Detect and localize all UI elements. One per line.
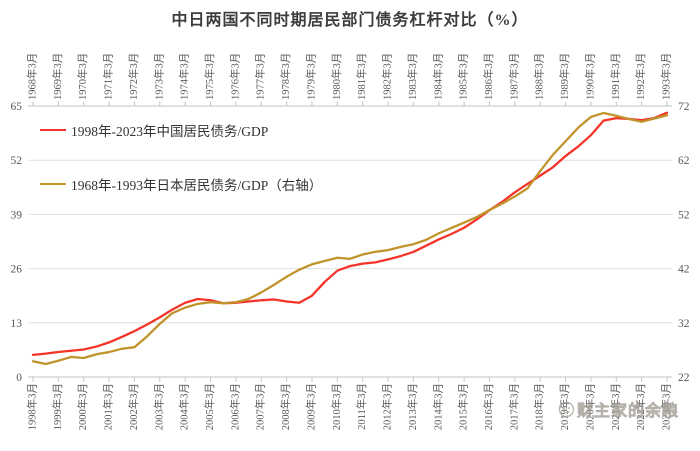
x-axis-label-top: 1971年3月 xyxy=(102,53,115,100)
y-axis-label-left: 0 xyxy=(16,372,22,384)
x-axis-label-bottom: 2023年3月 xyxy=(660,383,673,430)
y-axis-label-left: 26 xyxy=(11,264,23,276)
x-axis-label-top: 1991年3月 xyxy=(609,53,622,100)
x-axis-label-bottom: 2014年3月 xyxy=(431,383,444,430)
y-axis-label-left: 52 xyxy=(11,155,23,167)
x-axis-label-top: 1975年3月 xyxy=(203,53,216,100)
x-axis-label-top: 1984年3月 xyxy=(431,53,444,100)
x-axis-label-top: 1968年3月 xyxy=(26,53,39,100)
chart-title: 中日两国不同时期居民部门债务杠杆对比（%） xyxy=(171,12,529,29)
x-axis-label-top: 1970年3月 xyxy=(76,53,89,100)
x-axis-label-bottom: 2017年3月 xyxy=(507,383,520,430)
china-line-swatch xyxy=(40,129,66,131)
x-axis-label-top: 1992年3月 xyxy=(634,53,647,100)
x-axis-label-bottom: 2008年3月 xyxy=(279,383,292,430)
y-axis-label-left: 65 xyxy=(11,101,23,113)
y-axis-label-right: 32 xyxy=(678,318,690,330)
japan-line-swatch xyxy=(40,183,66,185)
x-axis-label-top: 1978年3月 xyxy=(279,53,292,100)
x-axis-label-top: 1973年3月 xyxy=(152,53,165,100)
x-axis-label-bottom: 2003年3月 xyxy=(152,383,165,430)
y-axis-label-left: 39 xyxy=(11,209,23,221)
legend-entry-china: 1998年-2023年中国居民债务/GDP xyxy=(40,120,268,140)
y-axis-label-left: 13 xyxy=(11,318,23,330)
series-line-china xyxy=(31,111,669,357)
x-axis-label-bottom: 2013年3月 xyxy=(406,383,419,430)
x-axis-label-top: 1969年3月 xyxy=(51,53,64,100)
x-axis-label-bottom: 2018年3月 xyxy=(533,383,546,430)
x-axis-label-top: 1981年3月 xyxy=(355,53,368,100)
x-axis-label-top: 1980年3月 xyxy=(330,53,343,100)
x-axis-label-bottom: 2019年3月 xyxy=(558,383,571,430)
x-axis-label-top: 1990年3月 xyxy=(583,53,596,100)
x-axis-label-top: 1993年3月 xyxy=(660,53,673,100)
y-axis-label-right: 52 xyxy=(678,209,690,221)
x-axis-label-top: 1974年3月 xyxy=(178,53,191,100)
x-axis-label-bottom: 2001年3月 xyxy=(102,383,115,430)
x-axis-label-bottom: 2011年3月 xyxy=(355,383,368,430)
series-line-japan xyxy=(31,111,669,366)
legend-label-china: 1998年-2023年中国居民债务/GDP xyxy=(71,124,269,139)
x-axis-label-bottom: 2002年3月 xyxy=(127,383,140,430)
x-axis-label-bottom: 2022年3月 xyxy=(634,383,647,430)
x-axis-label-bottom: 1999年3月 xyxy=(51,383,64,430)
x-axis-label-top: 1983年3月 xyxy=(406,53,419,100)
x-axis-label-top: 1982年3月 xyxy=(381,53,394,100)
x-axis-label-bottom: 1998年3月 xyxy=(26,383,39,430)
legend-entry-japan: 1968年-1993年日本居民债务/GDP（右轴） xyxy=(40,174,322,194)
x-axis-label-bottom: 2021年3月 xyxy=(609,383,622,430)
x-axis-label-top: 1987年3月 xyxy=(507,53,520,100)
x-axis-label-bottom: 2000年3月 xyxy=(76,383,89,430)
x-axis-label-bottom: 2007年3月 xyxy=(254,383,267,430)
x-axis-label-bottom: 2020年3月 xyxy=(583,383,596,430)
x-axis-label-bottom: 2005年3月 xyxy=(203,383,216,430)
x-axis-label-bottom: 2006年3月 xyxy=(228,383,241,430)
x-axis-label-bottom: 2004年3月 xyxy=(178,383,191,430)
x-axis-label-top: 1977年3月 xyxy=(254,53,267,100)
y-axis-label-right: 42 xyxy=(678,264,690,276)
x-axis-label-bottom: 2012年3月 xyxy=(381,383,394,430)
x-axis-label-top: 1972年3月 xyxy=(127,53,140,100)
y-axis-label-right: 62 xyxy=(678,155,690,167)
legend-label-japan: 1968年-1993年日本居民债务/GDP（右轴） xyxy=(71,178,323,193)
x-axis-label-bottom: 2016年3月 xyxy=(482,383,495,430)
x-axis-label-top: 1988年3月 xyxy=(533,53,546,100)
x-axis-label-top: 1986年3月 xyxy=(482,53,495,100)
x-axis-label-bottom: 2015年3月 xyxy=(457,383,470,430)
x-axis-label-bottom: 2009年3月 xyxy=(304,383,317,430)
x-axis-label-bottom: 2010年3月 xyxy=(330,383,343,430)
x-axis-label-top: 1989年3月 xyxy=(558,53,571,100)
x-axis-label-top: 1979年3月 xyxy=(304,53,317,100)
y-axis-label-right: 72 xyxy=(678,101,690,113)
x-axis-label-top: 1976年3月 xyxy=(228,53,241,100)
x-axis-label-top: 1985年3月 xyxy=(457,53,470,100)
y-axis-label-right: 22 xyxy=(678,372,690,384)
